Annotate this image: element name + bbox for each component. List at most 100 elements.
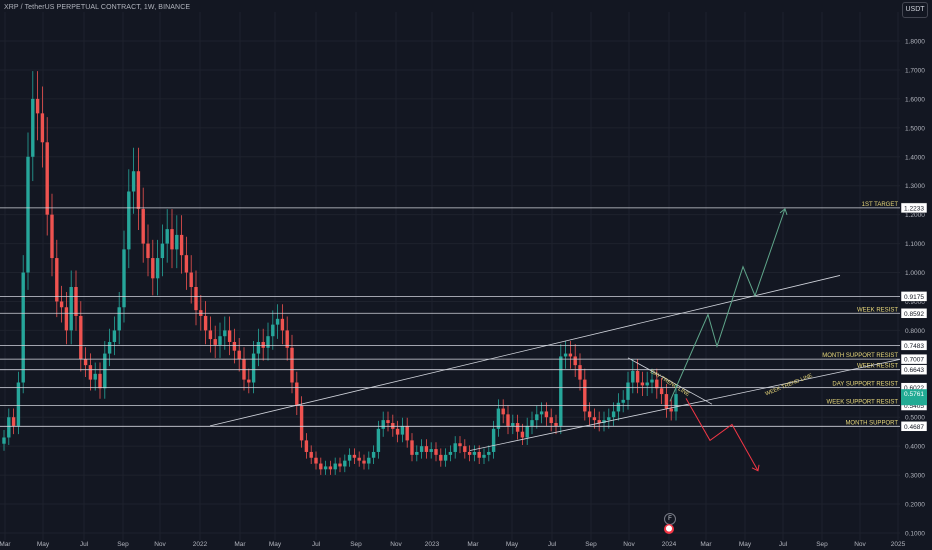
candle-body <box>319 463 323 470</box>
candle-body <box>434 449 438 455</box>
candle-body <box>343 460 347 467</box>
candle-body <box>405 425 409 441</box>
candle-body <box>203 315 208 331</box>
candle-body <box>458 443 462 447</box>
time-tick-label: Mar <box>234 541 246 548</box>
time-tick-label: Nov <box>390 541 402 548</box>
time-tick-label: Sep <box>350 541 362 548</box>
channel-upper-line[interactable] <box>209 275 841 427</box>
candle-body <box>26 156 30 273</box>
candle-body <box>295 382 299 406</box>
currency-button[interactable]: USDT <box>902 2 928 18</box>
candle-body <box>7 417 11 438</box>
candle-body <box>213 339 217 345</box>
candle-body <box>21 272 25 383</box>
horizontal-levels[interactable]: 1ST TARGET 1.2233 0.9175 WEEK RESIST 0.8592 0… <box>0 202 928 432</box>
price-axis[interactable]: 0.10000.20000.30000.40000.50000.60000.70… <box>905 39 925 538</box>
level-price-tag[interactable] <box>900 340 928 351</box>
level-price-tag-text: 0.7483 <box>904 343 924 350</box>
candle-body <box>371 451 376 458</box>
candle-body <box>151 258 155 279</box>
candle-body <box>107 341 112 354</box>
candle-body <box>563 353 568 357</box>
candle-body <box>395 428 400 435</box>
candle-body <box>40 113 45 143</box>
candle-body <box>271 324 275 337</box>
flag-icon[interactable]: ⬤ <box>664 524 674 534</box>
candle-body <box>482 454 486 458</box>
candle-body <box>261 341 265 348</box>
candle-body <box>607 417 611 421</box>
time-tick-label: May <box>269 541 282 548</box>
candle-body <box>568 353 573 357</box>
time-tick-label: Sep <box>117 541 129 548</box>
candle-body <box>635 370 640 383</box>
candle-body <box>674 394 678 412</box>
candle-body <box>381 420 385 429</box>
level-price-tag[interactable] <box>900 202 928 214</box>
candle-body <box>448 451 453 455</box>
candle-body <box>640 382 645 386</box>
bullish-projection-arrow[interactable] <box>669 208 786 402</box>
time-tick-label: Jul <box>548 541 557 548</box>
day-trend-line[interactable] <box>627 357 713 405</box>
candle-body <box>333 463 337 470</box>
candle-body <box>496 408 501 429</box>
level-price-tag[interactable] <box>900 353 928 365</box>
candle-body <box>592 417 597 421</box>
candle-body <box>2 437 6 444</box>
level-price-tag[interactable] <box>900 291 928 302</box>
candle-body <box>602 420 606 424</box>
candle-body <box>160 243 165 259</box>
symbol-title: XRP / TetherUS PERPETUAL CONTRACT, 1W, B… <box>4 4 191 11</box>
current-price-tag[interactable] <box>901 389 927 406</box>
candle-body <box>74 287 78 316</box>
candle-body <box>487 451 491 455</box>
candle-body <box>275 318 280 325</box>
candle-body <box>511 423 515 426</box>
price-tick-label: 0.3000 <box>905 473 925 480</box>
candle-body <box>55 258 59 302</box>
candle-body <box>146 243 150 259</box>
level-price-tag[interactable] <box>900 364 928 375</box>
level-price-tag-text: 1.2233 <box>904 205 924 212</box>
candle-body <box>112 330 117 342</box>
candle-body <box>50 214 54 259</box>
channel-lower-line[interactable] <box>469 358 901 451</box>
candle-body <box>93 373 97 380</box>
candle-body <box>544 411 549 418</box>
candle-body <box>477 451 481 458</box>
candle-body <box>664 394 669 409</box>
level-label: MONTH SUPPORT <box>845 420 898 426</box>
candle-body <box>352 454 357 458</box>
time-tick-label: May <box>739 541 752 548</box>
candle-body <box>410 440 414 455</box>
candle-body <box>103 353 107 389</box>
candle-body <box>280 318 285 331</box>
candle-body <box>439 454 443 461</box>
price-tick-label: 1.8000 <box>905 39 925 46</box>
level-price-tag-text: 0.6643 <box>904 367 924 374</box>
time-tick-label: May <box>506 541 519 548</box>
candle-body <box>520 431 525 438</box>
candle-body <box>141 208 145 244</box>
candle-body <box>237 350 241 360</box>
candle-body <box>611 411 616 418</box>
level-label: 1ST TARGET <box>862 202 899 208</box>
bearish-projection-arrow[interactable] <box>685 398 759 472</box>
time-tick-label: Sep <box>816 541 828 548</box>
candle-body <box>367 457 371 464</box>
candle-body <box>559 356 563 426</box>
drawings[interactable]: DAY TREND LINE WEEK TREND LINE <box>209 208 901 472</box>
level-price-tag[interactable] <box>900 421 928 432</box>
time-tick-label: 2025 <box>891 541 906 548</box>
level-price-tag[interactable] <box>900 308 928 319</box>
time-tick-label: Nov <box>154 541 166 548</box>
candle-body <box>64 307 69 331</box>
candle-body <box>424 446 429 452</box>
candle-body <box>155 258 160 279</box>
candle-body <box>539 411 544 415</box>
time-axis[interactable]: Mar May Jul Sep Nov 2022 Mar May Jul Sep Nov 2023 Ma… <box>0 541 906 548</box>
candle-body <box>232 341 237 351</box>
